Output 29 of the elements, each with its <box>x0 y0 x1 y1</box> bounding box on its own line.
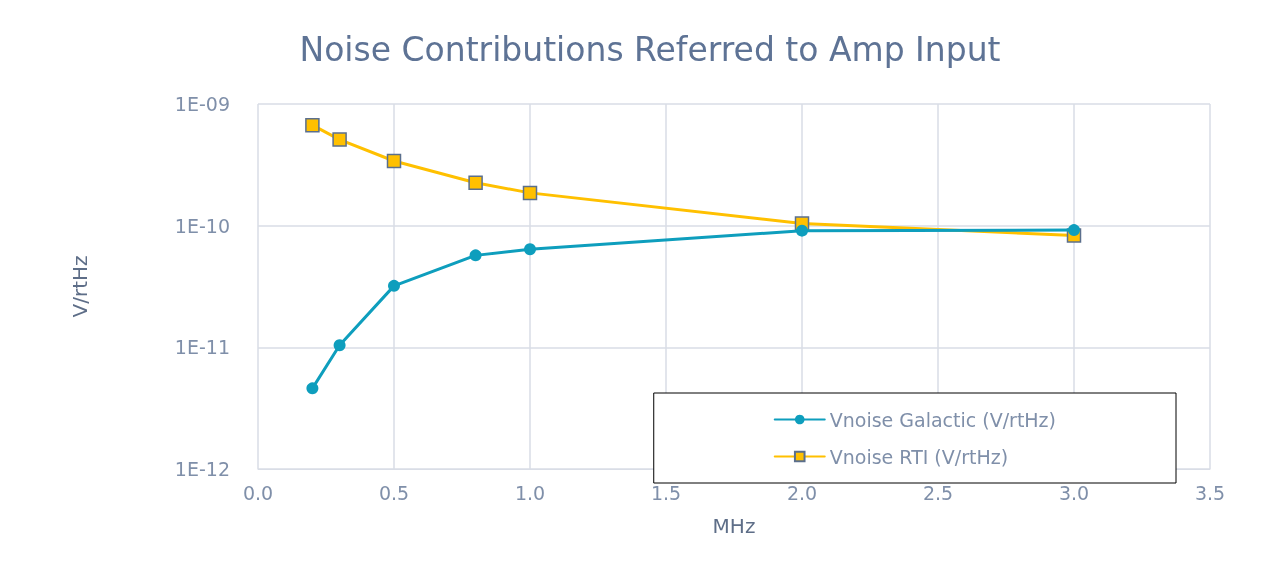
x-tick-label: 2.0 <box>786 481 818 504</box>
point <box>796 224 808 237</box>
chart-title: Noise Contributions Referred to Amp Input <box>299 30 1001 69</box>
point <box>1068 224 1080 237</box>
point <box>333 339 346 352</box>
x-tick-label: 0.0 <box>242 481 274 504</box>
x-tick-label: 1.0 <box>514 481 546 504</box>
x-tick-label: 3.5 <box>1194 481 1226 504</box>
point <box>386 153 402 169</box>
x-tick-label: 1.5 <box>650 481 682 504</box>
point <box>306 382 319 395</box>
y-tick-label: 1E-11 <box>174 336 230 359</box>
legend-label: Vnoise Galactic (V/rtHz) <box>829 408 1056 431</box>
y-tick-label: 1E-12 <box>174 458 230 480</box>
x-tick-label: 0.5 <box>378 481 410 504</box>
point <box>305 117 320 133</box>
y-tick-label: 1E-09 <box>174 93 230 115</box>
x-tick-label: 3.0 <box>1058 481 1090 504</box>
y-tick-label: 1E-10 <box>174 214 230 237</box>
y-axis-title: V/rtHz <box>68 255 92 318</box>
point <box>388 279 400 292</box>
point <box>522 185 538 201</box>
point <box>468 175 483 191</box>
x-axis-title: MHz <box>712 514 756 538</box>
point <box>469 249 482 262</box>
point <box>524 243 536 256</box>
legend-label: Vnoise RTI (V/rtHz) <box>829 445 1009 468</box>
point <box>332 132 347 147</box>
x-tick-label: 2.5 <box>922 481 954 504</box>
